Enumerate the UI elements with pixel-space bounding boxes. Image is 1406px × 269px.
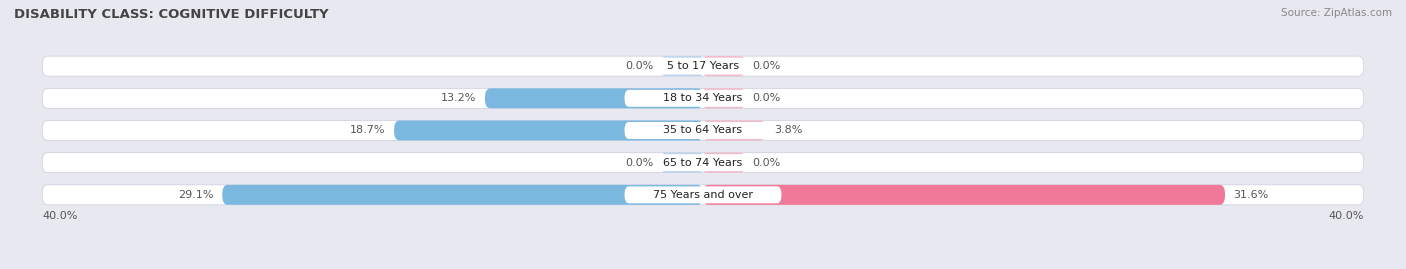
FancyBboxPatch shape (703, 121, 766, 140)
FancyBboxPatch shape (624, 90, 782, 107)
Text: 13.2%: 13.2% (441, 93, 477, 103)
FancyBboxPatch shape (624, 186, 782, 203)
FancyBboxPatch shape (703, 153, 744, 173)
FancyBboxPatch shape (624, 154, 782, 171)
Text: Source: ZipAtlas.com: Source: ZipAtlas.com (1281, 8, 1392, 18)
FancyBboxPatch shape (42, 185, 1364, 205)
Text: DISABILITY CLASS: COGNITIVE DIFFICULTY: DISABILITY CLASS: COGNITIVE DIFFICULTY (14, 8, 329, 21)
FancyBboxPatch shape (703, 88, 744, 108)
FancyBboxPatch shape (624, 122, 782, 139)
Text: 0.0%: 0.0% (752, 158, 780, 168)
FancyBboxPatch shape (42, 121, 1364, 140)
FancyBboxPatch shape (703, 56, 744, 76)
Text: 65 to 74 Years: 65 to 74 Years (664, 158, 742, 168)
FancyBboxPatch shape (703, 185, 1225, 205)
FancyBboxPatch shape (42, 153, 1364, 173)
Text: 31.6%: 31.6% (1233, 190, 1268, 200)
Text: 18.7%: 18.7% (350, 125, 385, 136)
Text: 5 to 17 Years: 5 to 17 Years (666, 61, 740, 71)
Text: 18 to 34 Years: 18 to 34 Years (664, 93, 742, 103)
FancyBboxPatch shape (662, 153, 703, 173)
Text: 75 Years and over: 75 Years and over (652, 190, 754, 200)
Text: 0.0%: 0.0% (626, 158, 654, 168)
Text: 0.0%: 0.0% (752, 61, 780, 71)
FancyBboxPatch shape (624, 58, 782, 75)
Text: 40.0%: 40.0% (1329, 211, 1364, 221)
FancyBboxPatch shape (662, 56, 703, 76)
FancyBboxPatch shape (485, 88, 703, 108)
Text: 35 to 64 Years: 35 to 64 Years (664, 125, 742, 136)
Text: 0.0%: 0.0% (752, 93, 780, 103)
Text: 3.8%: 3.8% (775, 125, 803, 136)
FancyBboxPatch shape (394, 121, 703, 140)
FancyBboxPatch shape (42, 88, 1364, 108)
FancyBboxPatch shape (42, 56, 1364, 76)
Text: 40.0%: 40.0% (42, 211, 77, 221)
FancyBboxPatch shape (222, 185, 703, 205)
Text: 29.1%: 29.1% (179, 190, 214, 200)
Text: 0.0%: 0.0% (626, 61, 654, 71)
